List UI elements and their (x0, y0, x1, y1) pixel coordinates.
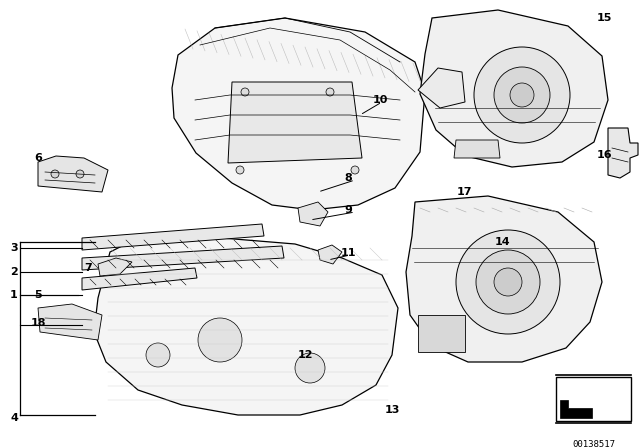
Text: 12: 12 (297, 350, 313, 360)
Text: 7: 7 (84, 263, 92, 273)
Polygon shape (172, 18, 425, 210)
Circle shape (51, 170, 59, 178)
Polygon shape (560, 400, 592, 418)
Text: 5: 5 (34, 290, 42, 300)
Text: 10: 10 (372, 95, 388, 105)
Text: 16: 16 (596, 150, 612, 160)
Polygon shape (82, 268, 197, 290)
Polygon shape (418, 315, 465, 352)
Text: 13: 13 (384, 405, 400, 415)
Circle shape (476, 250, 540, 314)
Polygon shape (298, 202, 328, 226)
Text: 11: 11 (340, 248, 356, 258)
Polygon shape (82, 224, 264, 250)
Circle shape (198, 318, 242, 362)
Polygon shape (38, 156, 108, 192)
Circle shape (146, 343, 170, 367)
Polygon shape (318, 245, 342, 264)
Polygon shape (406, 196, 602, 362)
Text: 14: 14 (494, 237, 510, 247)
Text: 2: 2 (10, 267, 18, 277)
Text: 3: 3 (10, 243, 18, 253)
Polygon shape (38, 304, 102, 340)
Bar (556, 377, 631, 421)
Text: 00138517: 00138517 (573, 440, 616, 448)
Polygon shape (82, 246, 284, 270)
Circle shape (236, 166, 244, 174)
Circle shape (456, 230, 560, 334)
Text: 6: 6 (34, 153, 42, 163)
Polygon shape (418, 68, 465, 108)
Text: 18: 18 (30, 318, 45, 328)
Circle shape (494, 67, 550, 123)
Polygon shape (608, 128, 638, 178)
Circle shape (351, 166, 359, 174)
Text: 8: 8 (344, 173, 352, 183)
Circle shape (241, 88, 249, 96)
Text: 9: 9 (344, 205, 352, 215)
Circle shape (494, 268, 522, 296)
Circle shape (326, 88, 334, 96)
Text: 4: 4 (10, 413, 18, 423)
Text: 15: 15 (596, 13, 612, 23)
Polygon shape (94, 232, 398, 415)
Circle shape (295, 353, 325, 383)
Circle shape (510, 83, 534, 107)
Polygon shape (454, 140, 500, 158)
Polygon shape (228, 82, 362, 163)
Circle shape (76, 170, 84, 178)
Polygon shape (420, 10, 608, 167)
Polygon shape (98, 258, 132, 276)
Circle shape (474, 47, 570, 143)
Text: 17: 17 (456, 187, 472, 197)
Text: 1: 1 (10, 290, 18, 300)
